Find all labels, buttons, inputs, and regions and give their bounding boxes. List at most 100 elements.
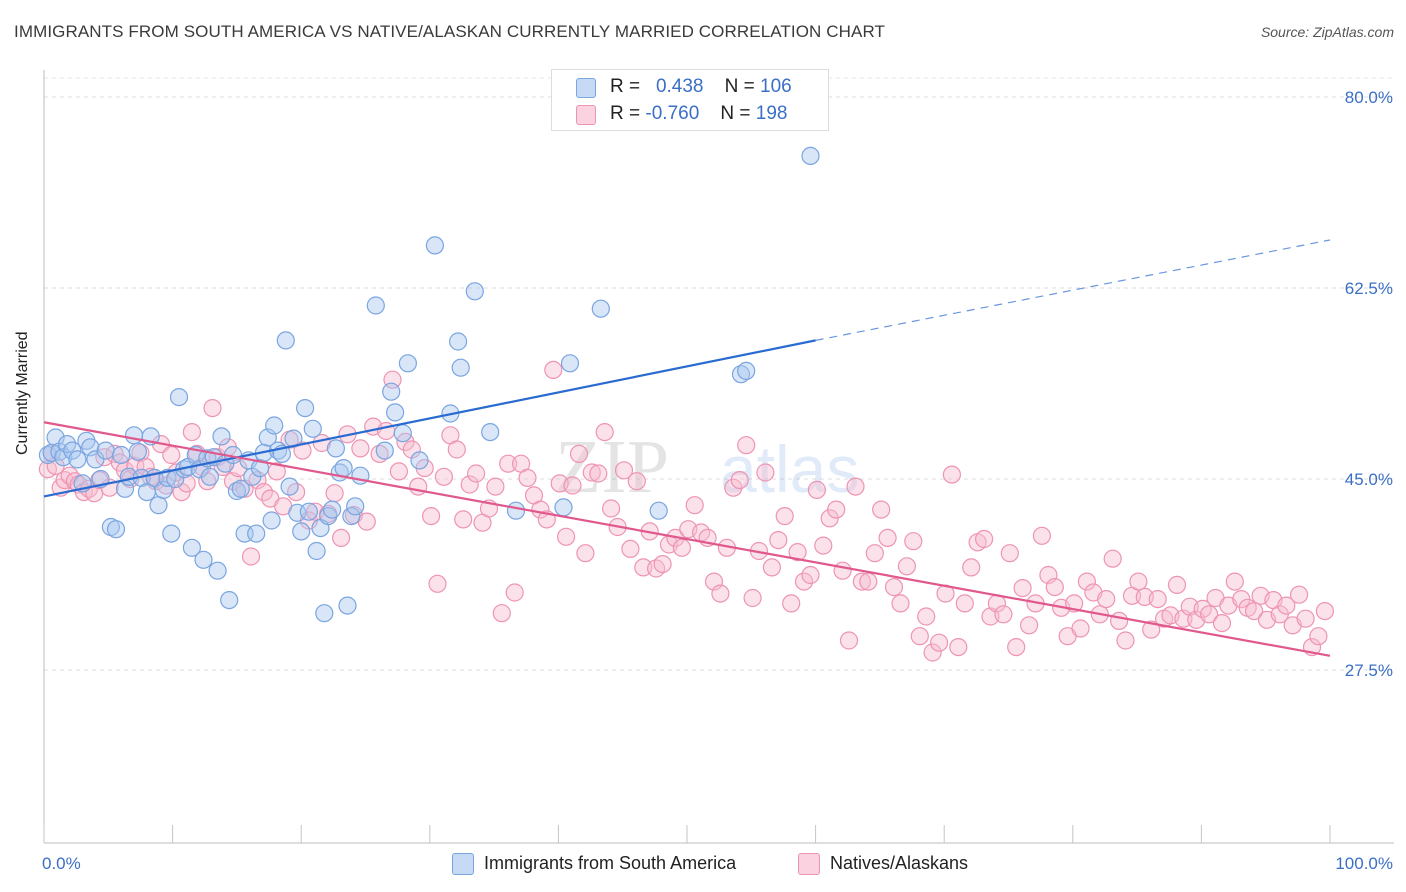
point-natives-128 bbox=[807, 480, 827, 499]
trend-line-natives bbox=[43, 421, 1331, 657]
point-immigrants-90 bbox=[481, 423, 500, 442]
point-immigrants-94 bbox=[591, 299, 610, 318]
point-natives-147 bbox=[929, 633, 949, 652]
point-immigrants-80 bbox=[382, 382, 401, 401]
point-natives-124 bbox=[782, 594, 801, 613]
trend-lines bbox=[43, 239, 1331, 657]
point-natives-101 bbox=[634, 558, 653, 577]
point-natives-144 bbox=[910, 627, 929, 646]
point-immigrants-88 bbox=[451, 358, 470, 377]
point-natives-129 bbox=[814, 536, 833, 555]
point-natives-115 bbox=[724, 478, 743, 497]
point-immigrants-19 bbox=[124, 426, 144, 445]
point-natives-94 bbox=[589, 464, 608, 483]
point-immigrants-81 bbox=[386, 403, 405, 422]
point-immigrants-41 bbox=[212, 427, 231, 446]
point-natives-152 bbox=[962, 558, 981, 577]
point-immigrants-75 bbox=[342, 506, 361, 526]
watermark-zip: ZIP bbox=[555, 425, 669, 509]
point-immigrants-96 bbox=[731, 365, 751, 384]
point-natives-175 bbox=[1109, 611, 1129, 631]
point-natives-170 bbox=[1077, 572, 1097, 591]
point-natives-25 bbox=[162, 445, 181, 465]
point-natives-113 bbox=[711, 584, 730, 603]
legend-swatch-blue bbox=[576, 78, 596, 98]
point-natives-141 bbox=[891, 594, 910, 613]
point-natives-158 bbox=[1000, 544, 1019, 563]
point-natives-79 bbox=[492, 604, 511, 623]
point-natives-180 bbox=[1142, 620, 1161, 639]
point-immigrants-85 bbox=[425, 236, 444, 255]
tick-labels: 27.5% 45.0% 62.5% 80.0% 0.0% 100.0% bbox=[42, 88, 1393, 873]
y-tick-label-1: 45.0% bbox=[1345, 470, 1393, 489]
point-immigrants-25 bbox=[149, 496, 168, 515]
point-natives-83 bbox=[518, 468, 537, 487]
point-natives-90 bbox=[563, 476, 582, 495]
point-natives-203 bbox=[1289, 585, 1309, 604]
point-natives-181 bbox=[1148, 589, 1167, 609]
point-immigrants-71 bbox=[326, 439, 345, 458]
point-immigrants-43 bbox=[220, 590, 239, 610]
legend-swatch-immigrants bbox=[452, 853, 474, 875]
point-immigrants-68 bbox=[315, 604, 334, 623]
point-immigrants-51 bbox=[250, 459, 270, 478]
point-natives-201 bbox=[1277, 596, 1296, 615]
point-natives-95 bbox=[595, 423, 614, 442]
point-immigrants-79 bbox=[375, 441, 394, 460]
point-natives-33 bbox=[203, 399, 222, 418]
point-natives-176 bbox=[1116, 631, 1135, 650]
point-natives-87 bbox=[544, 360, 563, 379]
point-immigrants-38 bbox=[200, 467, 219, 486]
point-natives-127 bbox=[801, 565, 820, 585]
y-tick-label-3: 80.0% bbox=[1345, 88, 1393, 107]
point-natives-133 bbox=[839, 631, 859, 650]
source-label: Source: ZipAtlas.com bbox=[1260, 24, 1394, 40]
legend-swatch-natives bbox=[798, 853, 820, 875]
point-immigrants-40 bbox=[208, 561, 227, 580]
point-immigrants-2 bbox=[46, 428, 65, 447]
point-natives-145 bbox=[917, 607, 936, 626]
point-natives-207 bbox=[1315, 601, 1335, 621]
point-immigrants-7 bbox=[68, 450, 87, 469]
point-immigrants-28 bbox=[162, 524, 181, 543]
point-natives-143 bbox=[904, 532, 923, 551]
point-immigrants-97 bbox=[737, 361, 756, 380]
point-immigrants-30 bbox=[169, 388, 189, 407]
point-natives-29 bbox=[182, 423, 201, 442]
point-natives-81 bbox=[505, 583, 524, 602]
point-natives-131 bbox=[827, 500, 846, 519]
point-immigrants-92 bbox=[554, 498, 573, 517]
point-natives-159 bbox=[1007, 637, 1026, 657]
legend-text-pink: R = -0.760 N = 198 bbox=[610, 103, 788, 124]
legend-swatch-pink bbox=[576, 105, 596, 125]
y-axis-label: Currently Married bbox=[14, 331, 31, 455]
point-natives-132 bbox=[833, 561, 852, 580]
point-natives-161 bbox=[1019, 616, 1039, 635]
point-immigrants-50 bbox=[247, 524, 266, 543]
point-immigrants-55 bbox=[265, 416, 284, 435]
point-natives-139 bbox=[878, 528, 897, 548]
point-natives-204 bbox=[1296, 609, 1315, 628]
point-natives-157 bbox=[994, 605, 1013, 624]
point-natives-154 bbox=[974, 529, 994, 549]
point-natives-70 bbox=[434, 467, 453, 486]
x-tick-label-max: 100.0% bbox=[1335, 854, 1393, 873]
point-immigrants-15 bbox=[106, 520, 126, 539]
point-natives-73 bbox=[454, 510, 473, 529]
point-natives-63 bbox=[389, 462, 408, 481]
point-immigrants-13 bbox=[96, 441, 115, 460]
point-natives-149 bbox=[942, 465, 962, 484]
point-immigrants-36 bbox=[194, 550, 213, 569]
point-natives-92 bbox=[576, 544, 595, 563]
point-natives-100 bbox=[627, 472, 646, 491]
point-natives-126 bbox=[794, 572, 814, 591]
trend-line-immigrants bbox=[43, 339, 816, 498]
point-natives-107 bbox=[672, 538, 692, 557]
legend-label-natives: Natives/Alaskans bbox=[830, 853, 969, 873]
point-immigrants-10 bbox=[81, 438, 100, 457]
point-immigrants-76 bbox=[346, 497, 365, 516]
correlation-legend: R = 0.438 N = 106 R = -0.760 N = 198 bbox=[551, 69, 829, 131]
watermark-atlas: atlas bbox=[720, 432, 859, 506]
point-immigrants-27 bbox=[158, 468, 177, 487]
